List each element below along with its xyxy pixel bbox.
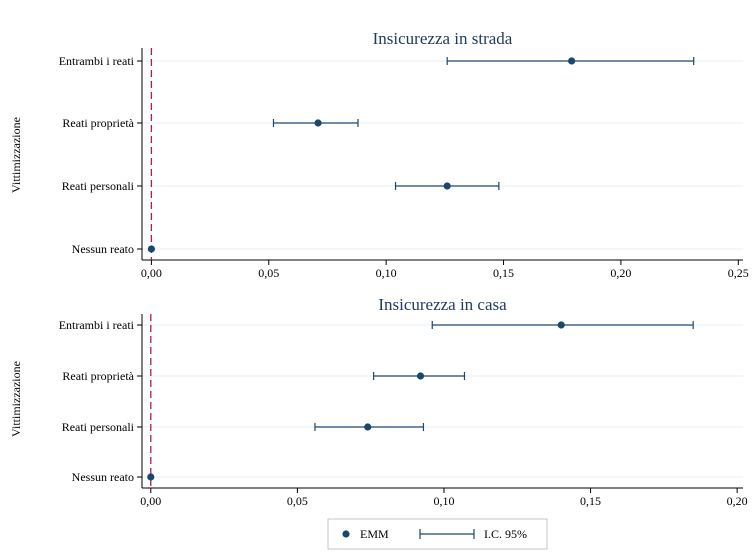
x-tick-label: 0,00 — [140, 494, 161, 508]
x-tick-label: 0,00 — [141, 266, 162, 280]
point-estimate — [557, 321, 565, 329]
point-estimate — [147, 245, 155, 253]
y-axis-title: Vittimizzazione — [9, 117, 23, 193]
point-estimate — [314, 119, 322, 127]
x-tick-label: 0,15 — [580, 494, 601, 508]
panel-1: Entrambi i reati Reati proprietà Reati per… — [9, 29, 749, 280]
x-tick-label: 0,20 — [727, 494, 748, 508]
y-tick-label: Entrambi i reati — [59, 54, 135, 68]
point-estimate — [568, 57, 576, 65]
legend-ci-symbol — [419, 529, 475, 539]
panel-title: Insicurezza in strada — [373, 29, 513, 48]
y-tick-label: Reati proprietà — [62, 369, 134, 383]
x-tick-label: 0,10 — [433, 494, 454, 508]
y-tick-label: Entrambi i reati — [59, 318, 135, 332]
legend-emm-label: EMM — [360, 527, 389, 541]
y-tick-label: Reati personali — [62, 420, 135, 434]
point-estimate — [147, 473, 155, 481]
y-axis-title: Vittimizzazione — [9, 361, 23, 437]
x-tick-label: 0,15 — [493, 266, 514, 280]
point-estimate — [364, 423, 372, 431]
legend-ci-label: I.C. 95% — [484, 527, 527, 541]
y-tick-label: Nessun reato — [72, 242, 134, 256]
x-tick-label: 0,05 — [287, 494, 308, 508]
x-tick-label: 0,10 — [376, 266, 397, 280]
y-tick-label: Reati personali — [62, 179, 135, 193]
point-estimate — [443, 182, 451, 190]
panel-title: Insicurezza in casa — [378, 295, 507, 314]
y-tick-label: Reati proprietà — [62, 116, 134, 130]
x-tick-label: 0,05 — [258, 266, 279, 280]
x-tick-label: 0,25 — [728, 266, 749, 280]
y-tick-label: Nessun reato — [72, 470, 134, 484]
panel-2: Entrambi i reati Reati proprietà Reati per… — [9, 295, 748, 508]
legend-emm-marker — [342, 530, 350, 538]
legend: EMM I.C. 95% — [327, 518, 548, 550]
x-tick-label: 0,20 — [610, 266, 631, 280]
point-estimate — [416, 372, 425, 380]
